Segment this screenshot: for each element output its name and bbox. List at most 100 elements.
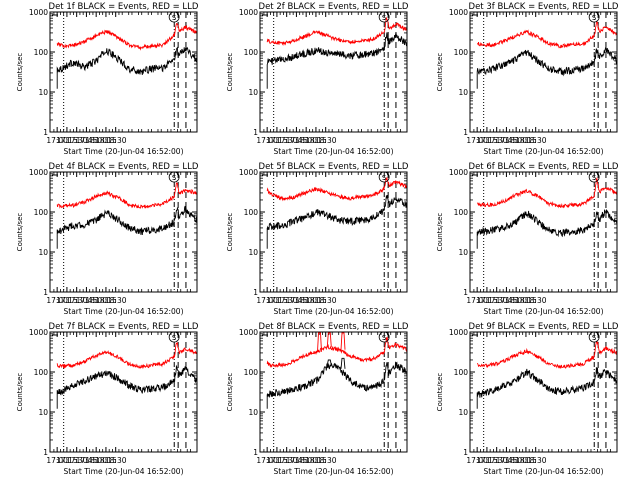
x-tick-label: 17:30 [66,136,88,145]
y-tick-label: 1000 [29,328,48,337]
series-spike [340,357,346,369]
panel-det-8: Det 8f BLACK = Events, RED = LLD Start Ti… [226,322,409,476]
panel-title: Det 4f BLACK = Events, RED = LLD [49,162,199,172]
x-axis-label: Start Time (20-Jun-04 16:52:00) [274,307,394,316]
lld-series-line [56,22,198,51]
y-tick-label: 10 [248,88,258,97]
x-tick-label: 18:15 [95,456,117,465]
y-tick-label: 10 [458,248,468,257]
x-tick-label: 17:00 [46,136,68,145]
lld-series-line [56,341,198,370]
panel-title: Det 3f BLACK = Events, RED = LLD [469,2,619,12]
x-tick-label: 17:30 [276,296,298,305]
y-tick-label: 1 [253,448,258,457]
x-tick-label: 18:00 [295,296,317,305]
panel-title: Det 6f BLACK = Events, RED = LLD [469,162,619,172]
panel-title: Det 8f BLACK = Events, RED = LLD [259,322,409,332]
y-tick-label: 1 [43,448,48,457]
panel-title: Det 1f BLACK = Events, RED = LLD [49,2,199,12]
x-tick-label: 17:45 [76,456,98,465]
lld-series-line [56,182,198,209]
x-tick-label: 18:30 [315,136,337,145]
x-tick-label: 17:00 [466,456,488,465]
plot-frame [469,331,618,453]
plot-frame [469,171,618,293]
x-tick-label: 17:15 [56,136,78,145]
x-tick-label: 17:00 [256,456,278,465]
x-tick-label: 17:15 [56,296,78,305]
y-tick-label: 100 [244,48,259,57]
panel-det-1: Det 1f BLACK = Events, RED = LLD Start Ti… [16,2,199,156]
lld-series-line [266,16,408,46]
y-tick-label: 1000 [449,8,468,17]
x-tick-label: 18:15 [305,456,327,465]
x-tick-label: 18:15 [95,136,117,145]
y-tick-label: 1 [463,128,468,137]
plot-frame [49,11,198,133]
y-tick-label: 100 [454,368,469,377]
y-tick-label: 1000 [449,328,468,337]
y-tick-label: 10 [248,408,258,417]
panel-title: Det 5f BLACK = Events, RED = LLD [259,162,409,172]
plot-frame [259,331,408,453]
x-tick-label: 17:30 [486,296,508,305]
x-tick-label: 17:45 [496,296,518,305]
x-tick-label: 17:30 [66,456,88,465]
y-axis-label: Counts/sec [16,373,24,412]
y-tick-label: 100 [244,368,259,377]
events-series-line [56,364,198,409]
x-tick-label: 18:15 [305,136,327,145]
x-tick-label: 17:00 [466,296,488,305]
panel-det-5: Det 5f BLACK = Events, RED = LLD Start Ti… [226,162,409,316]
x-tick-label: 17:45 [286,456,308,465]
x-tick-label: 17:00 [46,456,68,465]
events-series-line [56,46,198,89]
y-tick-label: 10 [248,248,258,257]
x-tick-label: 17:45 [496,136,518,145]
x-tick-label: 17:00 [466,136,488,145]
x-tick-label: 18:15 [95,296,117,305]
y-axis-label: Counts/sec [226,53,234,92]
series-spike [326,332,332,348]
y-tick-label: 1 [463,288,468,297]
plot-frame [259,171,408,293]
series-spike [317,332,322,352]
y-tick-label: 1000 [449,168,468,177]
x-tick-label: 18:30 [525,296,547,305]
x-axis-label: Start Time (20-Jun-04 16:52:00) [484,147,604,156]
lld-series-line [477,177,618,209]
annotation-label: S [382,334,387,342]
y-tick-label: 1000 [239,328,258,337]
y-tick-label: 1000 [29,168,48,177]
x-tick-label: 17:15 [266,136,288,145]
x-tick-label: 18:30 [315,456,337,465]
y-tick-label: 10 [458,88,468,97]
annotation-label: S [172,14,177,22]
x-tick-label: 17:15 [476,296,498,305]
annotation-label: S [592,14,597,22]
annotation-label: S [382,14,387,22]
annotation-label: S [382,174,387,182]
x-tick-label: 18:15 [515,136,537,145]
x-tick-label: 17:45 [286,136,308,145]
events-series-line [476,367,618,409]
y-tick-label: 1 [43,288,48,297]
panel-det-9: Det 9f BLACK = Events, RED = LLD Start Ti… [436,322,619,476]
panel-det-2: Det 2f BLACK = Events, RED = LLD Start Ti… [226,2,409,156]
panel-det-4: Det 4f BLACK = Events, RED = LLD Start Ti… [16,162,199,316]
x-tick-label: 17:15 [476,456,498,465]
x-tick-label: 18:00 [85,296,107,305]
plot-frame [49,171,198,293]
x-tick-label: 18:30 [105,296,127,305]
x-tick-label: 18:00 [85,456,107,465]
x-tick-label: 17:15 [476,136,498,145]
events-series-line [266,195,408,249]
x-tick-label: 17:00 [256,136,278,145]
panel-det-7: Det 7f BLACK = Events, RED = LLD Start Ti… [16,322,199,476]
x-tick-label: 18:30 [315,296,337,305]
x-tick-label: 18:30 [525,136,547,145]
x-tick-label: 17:45 [496,456,518,465]
x-tick-label: 18:00 [295,136,317,145]
x-tick-label: 17:45 [76,136,98,145]
